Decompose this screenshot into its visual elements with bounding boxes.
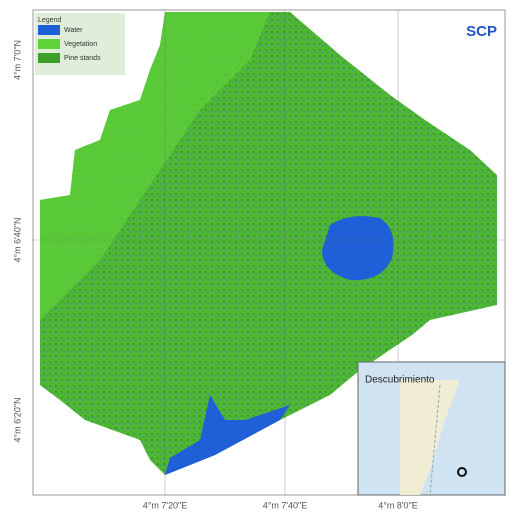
y-coordinate-label: 4°m 6'40"N — [12, 217, 22, 262]
y-coordinate-label: 4°m 7'0"N — [12, 40, 22, 80]
inset-label: Descubrimiento — [365, 375, 435, 386]
legend-label: Water — [64, 27, 83, 34]
legend-swatch — [38, 53, 60, 63]
legend-swatch — [38, 39, 60, 49]
map-figure: Legend Water Vegetation Pine stands SCP De… — [0, 0, 513, 517]
legend-label: Vegetation — [64, 41, 97, 48]
x-coordinate-label: 4°m 7'20"E — [143, 500, 188, 510]
legend: Legend Water Vegetation Pine stands — [35, 13, 125, 75]
y-coordinate-label: 4°m 6'20"N — [12, 397, 22, 442]
x-coordinate-label: 4°m 8'0"E — [378, 500, 418, 510]
legend-label: Pine stands — [64, 55, 101, 62]
lake — [322, 216, 394, 280]
legend-title: Legend — [38, 17, 61, 24]
inset-map: Descubrimiento — [358, 362, 505, 495]
legend-swatch — [38, 25, 60, 35]
map-label: SCP — [466, 23, 497, 40]
x-coordinate-label: 4°m 7'40"E — [263, 500, 308, 510]
